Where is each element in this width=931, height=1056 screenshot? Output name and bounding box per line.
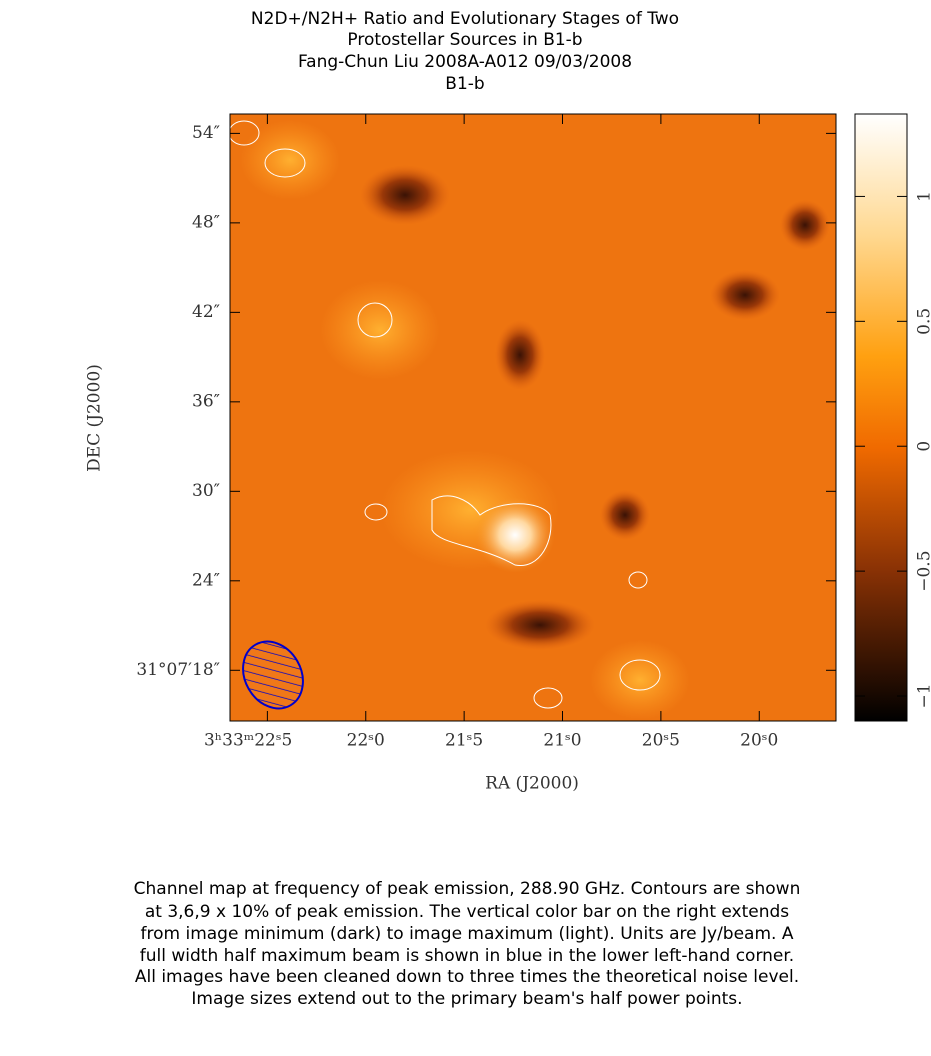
title-line: Protostellar Sources in B1-b — [347, 30, 582, 50]
map-image — [230, 114, 836, 721]
caption: Channel map at frequency of peak emissio… — [134, 879, 801, 1009]
caption-line: at 3,6,9 x 10% of peak emission. The ver… — [145, 902, 789, 922]
beam — [242, 640, 304, 710]
title-line: B1-b — [445, 74, 484, 94]
y-tick-label: 30″ — [192, 481, 220, 501]
x-tick-label: 22ˢ0 — [347, 731, 385, 751]
x-tick-label: 21ˢ5 — [445, 731, 483, 751]
colorbar-tick-label: 0.5 — [915, 308, 931, 335]
colorbar-tick-label: −1 — [915, 683, 931, 708]
caption-line: Channel map at frequency of peak emissio… — [134, 879, 801, 899]
x-axis-label: RA (J2000) — [485, 774, 579, 794]
caption-line: Image sizes extend out to the primary be… — [191, 989, 742, 1009]
y-tick-label: 48″ — [192, 212, 220, 232]
x-tick-label: 3ʰ33ᵐ22ˢ5 — [204, 731, 292, 751]
y-axis-label: DEC (J2000) — [85, 364, 105, 472]
colorbar — [854, 113, 908, 722]
colorbar-tick-label: 1 — [915, 191, 931, 202]
caption-line: full width half maximum beam is shown in… — [140, 946, 794, 966]
caption-line: from image minimum (dark) to image maxim… — [141, 924, 794, 944]
y-tick-label: 24″ — [192, 570, 220, 590]
title-line: N2D+/N2H+ Ratio and Evolutionary Stages … — [251, 9, 679, 29]
map-frame — [229, 113, 837, 722]
y-tick-label: 42″ — [192, 302, 220, 322]
x-tick-label: 21ˢ0 — [543, 731, 581, 751]
y-tick-label: 36″ — [192, 391, 220, 411]
title-line: Fang-Chun Liu 2008A-A012 09/03/2008 — [298, 52, 632, 72]
x-tick-label: 20ˢ0 — [740, 731, 778, 751]
colorbar-tick-label: 0 — [915, 441, 931, 452]
y-tick-label: 54″ — [192, 123, 220, 143]
x-tick-label: 20ˢ5 — [642, 731, 680, 751]
y-tick-label: 31°07′18″ — [136, 660, 220, 680]
colorbar-tick-label: −0.5 — [915, 550, 931, 591]
caption-line: All images have been cleaned down to thr… — [135, 967, 799, 987]
